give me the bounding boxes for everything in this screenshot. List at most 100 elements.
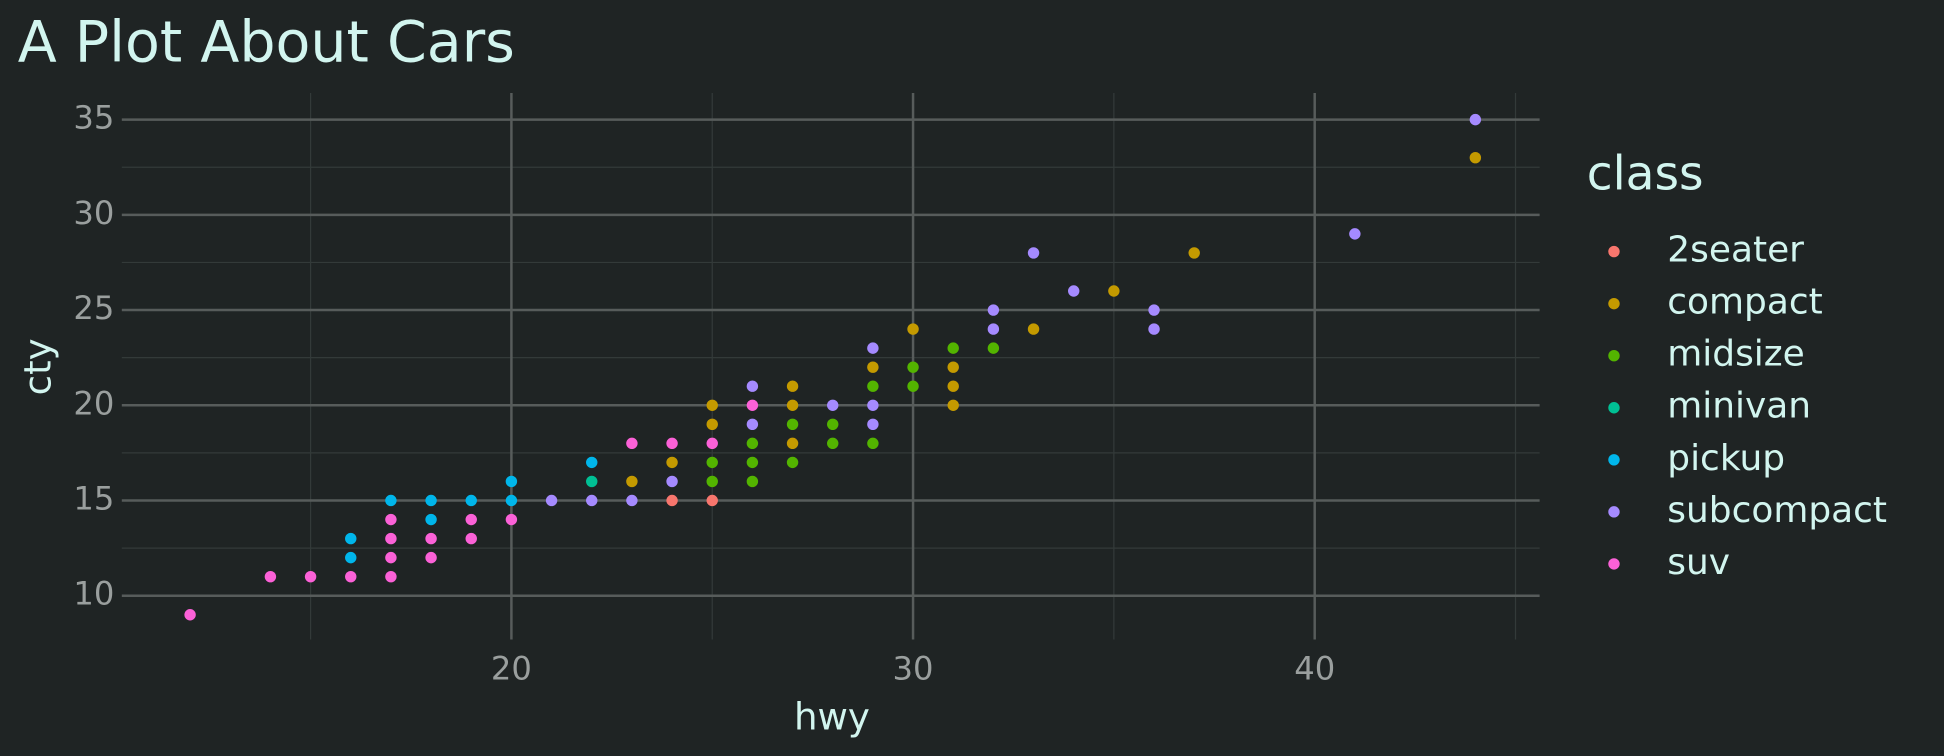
point [505,475,518,488]
point [626,437,638,450]
point [786,418,799,431]
legend-label: 2seater [1667,230,1804,271]
marks [184,113,1482,621]
point [586,456,598,469]
point [626,494,638,507]
point [947,361,959,373]
legend-label: minivan [1667,386,1811,427]
point [827,418,839,431]
y-tick-label: 15 [73,479,114,517]
point [746,437,759,450]
point [907,361,919,373]
x-tick-label: 30 [893,649,934,687]
point [345,570,357,583]
point [706,418,718,431]
point [907,380,919,392]
point [1349,228,1361,240]
legend-label: subcompact [1667,490,1887,531]
point [666,475,678,488]
point [786,380,799,392]
point [706,494,718,507]
point [505,494,518,507]
point [867,437,879,450]
point [706,475,718,488]
point [1188,247,1200,259]
point [666,494,678,507]
point [425,513,437,526]
point [987,342,1000,354]
point [1469,113,1482,126]
point [947,380,959,392]
point [1469,151,1482,164]
point [425,551,437,564]
legend-label: pickup [1667,438,1785,479]
point [385,570,397,583]
point [345,532,357,545]
point [746,399,759,411]
legend-title: class [1587,147,1704,202]
legend-key [1608,558,1620,570]
point [706,437,718,450]
point [1027,323,1040,335]
legend-key [1608,245,1620,258]
point [385,513,397,526]
y-tick-label: 20 [73,384,114,422]
point [465,532,477,545]
point [867,418,879,431]
point [385,494,397,507]
grid [121,92,1540,640]
legend-label: compact [1667,282,1822,323]
point [987,304,1000,316]
point [1148,323,1160,335]
point [666,437,678,450]
x-tick-label: 20 [491,649,532,687]
point [1068,285,1080,297]
point [465,513,477,526]
x-tick-label: 40 [1294,649,1335,687]
point [465,494,477,507]
point [827,437,839,450]
point [907,323,919,335]
y-tick-label: 35 [73,99,114,137]
legend-label: midsize [1667,334,1805,375]
y-tick-label: 30 [73,194,114,232]
legend-key [1608,297,1620,310]
point [867,342,879,354]
point [867,361,879,373]
legend-key [1608,349,1620,362]
x-axis-title: hwy [794,694,870,738]
point [867,380,879,392]
point [385,532,397,545]
point [706,399,718,411]
point [867,399,879,411]
point [746,456,759,469]
point [947,342,959,354]
point [786,437,799,450]
point [746,380,759,392]
point [746,418,759,431]
point [947,399,959,411]
legend-key [1608,454,1620,466]
point [827,399,839,411]
point [706,456,718,469]
point [746,475,759,488]
y-tick-label: 25 [73,289,114,327]
legend-key [1608,506,1620,518]
y-axis-title: cty [16,338,60,395]
point [264,570,277,583]
point [184,609,196,621]
point [545,494,558,507]
point [666,456,678,469]
point [304,570,317,583]
point [626,475,638,488]
point [1148,304,1160,316]
point [786,399,799,411]
point [385,551,397,564]
point [425,494,437,507]
point [586,494,598,507]
point [425,532,437,545]
point [345,551,357,564]
point [786,456,799,469]
